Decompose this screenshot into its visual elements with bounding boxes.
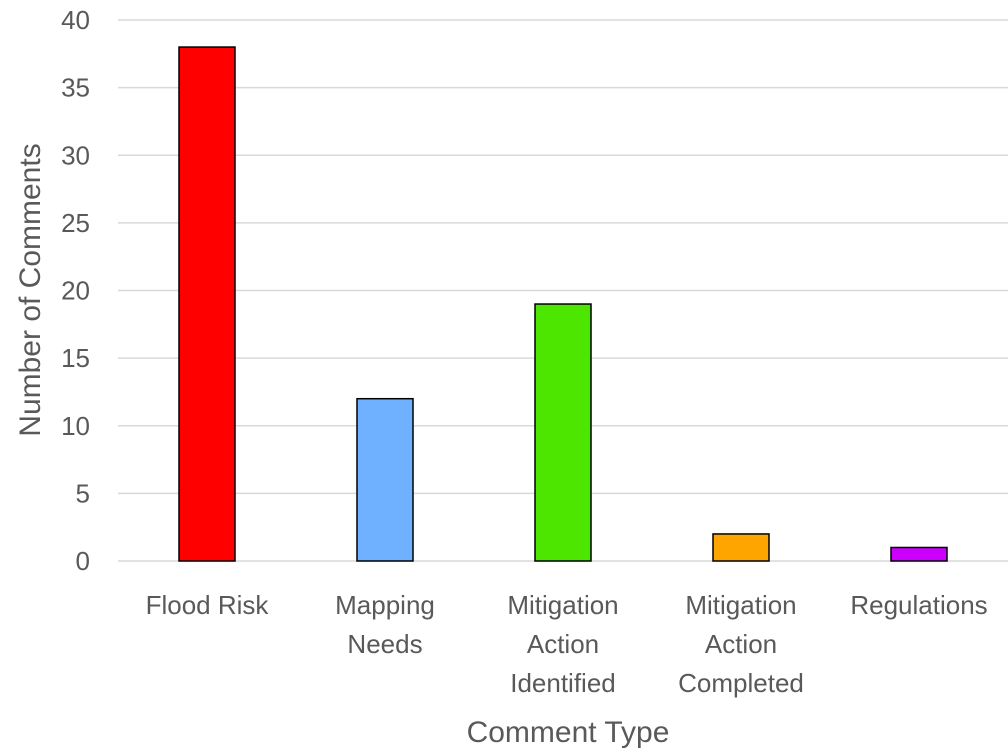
y-tick-label: 5 xyxy=(76,478,90,508)
y-tick-label: 15 xyxy=(61,343,90,373)
bar xyxy=(356,397,414,562)
y-tick-label: 40 xyxy=(61,5,90,35)
bar xyxy=(178,46,236,562)
gridlines xyxy=(118,19,1008,562)
x-tick-label: Mapping Needs xyxy=(335,590,435,659)
y-axis-tick-labels: 0 5 10 15 20 25 30 35 40 xyxy=(61,5,90,576)
x-axis-title: Comment Type xyxy=(467,716,670,748)
x-tick-label: Mitigation Action Completed xyxy=(678,590,804,698)
x-tick-label-line: Regulations xyxy=(850,590,987,620)
x-tick-label-line: Mapping xyxy=(335,590,435,620)
x-tick-label: Mitigation Action Identified xyxy=(507,590,618,698)
x-axis-tick-labels: Flood Risk Mapping Needs Mitigation Action Id… xyxy=(146,590,988,698)
y-tick-label: 20 xyxy=(61,276,90,306)
x-tick-label-line: Completed xyxy=(678,668,804,698)
x-tick-label-line: Needs xyxy=(347,629,422,659)
x-tick-label-line: Mitigation xyxy=(685,590,796,620)
y-tick-label: 10 xyxy=(61,411,90,441)
y-tick-label: 30 xyxy=(61,140,90,170)
y-axis-title: Number of Comments xyxy=(14,143,47,436)
x-tick-label-line: Flood Risk xyxy=(146,590,270,620)
bars xyxy=(178,46,948,562)
x-tick-label-line: Mitigation xyxy=(507,590,618,620)
x-tick-label: Regulations xyxy=(850,590,987,620)
x-tick-label-line: Action xyxy=(705,629,777,659)
x-tick-label-line: Identified xyxy=(510,668,616,698)
bar xyxy=(534,303,592,562)
bar xyxy=(712,533,770,562)
y-tick-label: 25 xyxy=(61,208,90,238)
y-tick-label: 0 xyxy=(76,546,90,576)
x-tick-label-line: Action xyxy=(527,629,599,659)
bar xyxy=(890,546,948,562)
x-tick-label: Flood Risk xyxy=(146,590,270,620)
y-tick-label: 35 xyxy=(61,73,90,103)
